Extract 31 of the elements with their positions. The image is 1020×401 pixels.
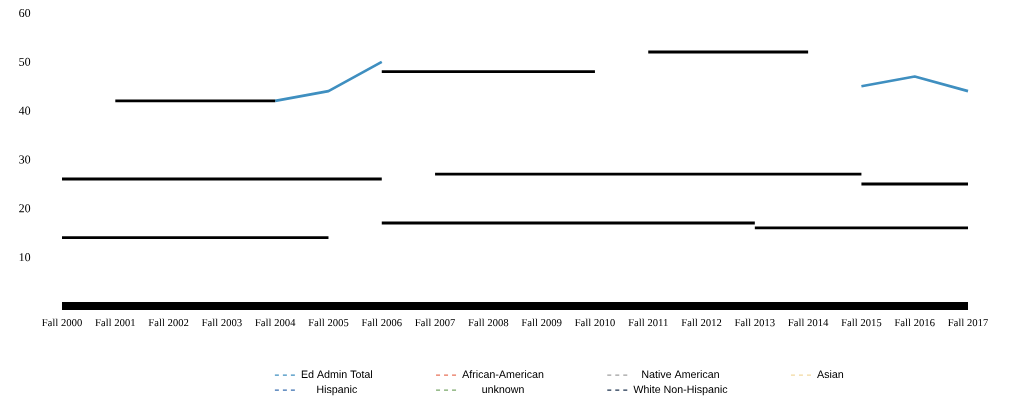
- x-tick-label: Fall 2007: [415, 318, 456, 327]
- legend-label: African-American: [462, 370, 544, 379]
- x-tick-label: Fall 2005: [308, 318, 349, 327]
- y-tick-label: 50: [19, 57, 31, 66]
- x-tick-label: Fall 2009: [521, 318, 562, 327]
- y-tick-label: 40: [18, 106, 31, 115]
- x-tick-label: Fall 2011: [628, 318, 668, 327]
- legend-label: unknown: [482, 385, 524, 394]
- x-tick-label: Fall 2012: [681, 318, 722, 327]
- x-tick-label: Fall 2008: [468, 318, 509, 327]
- legend-label: Asian: [817, 370, 844, 379]
- x-tick-label: Fall 2002: [148, 318, 189, 327]
- y-tick-label: 60: [19, 8, 31, 18]
- x-tick-label: Fall 2013: [734, 318, 775, 327]
- y-tick-label: 20: [19, 204, 31, 213]
- x-tick-label: Fall 2000: [42, 318, 82, 327]
- legend-label: White Non-Hispanic: [633, 385, 728, 396]
- x-tick-label: Fall 2017: [948, 318, 988, 327]
- legend-label: Ed Admin Total: [301, 370, 372, 379]
- y-tick-label: 10: [19, 253, 31, 262]
- x-tick-label: Fall 2010: [574, 318, 615, 327]
- x-tick-label: Fall 2001: [95, 318, 135, 327]
- x-tick-label: Fall 2006: [361, 318, 402, 327]
- legend-label: Hispanic: [317, 385, 358, 396]
- y-tick-label: 30: [19, 155, 31, 164]
- x-tick-label: Fall 2016: [894, 318, 935, 327]
- x-tick-label: Fall 2003: [201, 318, 242, 327]
- x-tick-label: Fall 2015: [841, 318, 882, 327]
- x-tick-label: Fall 2014: [788, 318, 829, 327]
- x-tick-label: Fall 2004: [255, 318, 296, 327]
- legend-label: Native American: [642, 370, 719, 379]
